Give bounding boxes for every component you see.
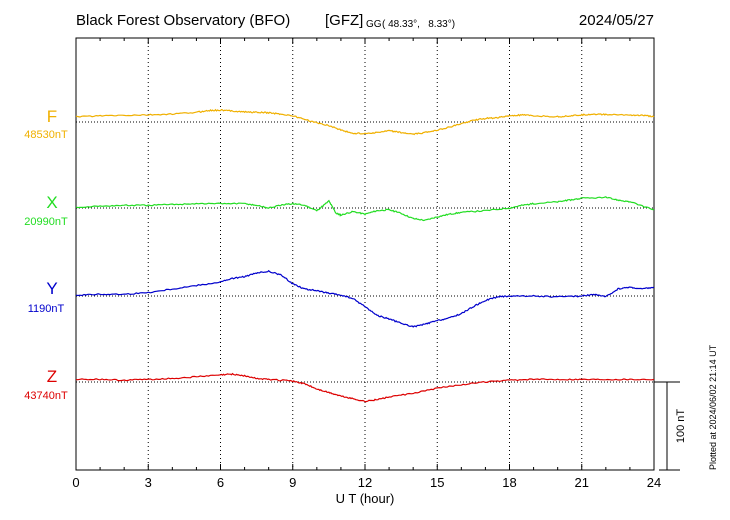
plotted-timestamp: Plotted at 2024/06/02 21:14 UT: [708, 344, 718, 470]
series-line-y: [75, 269, 655, 328]
x-axis-ticks: 0 3 6 9 12 15 18 21 24: [72, 475, 661, 490]
x-tick-label: 21: [575, 475, 589, 490]
x-tick-label: 18: [502, 475, 516, 490]
date-label: 2024/05/27: [579, 12, 654, 29]
series-line-f: [75, 108, 655, 136]
grid: [75, 37, 655, 471]
series-name-f: F: [47, 107, 57, 126]
series-labels: F 48530nT X 20990nT Y 1190nT Z 43740nT: [24, 107, 68, 402]
series-lines: [75, 108, 655, 403]
x-axis-label: U T (hour): [336, 491, 395, 506]
series-line-z: [75, 372, 655, 403]
series-baseline-label-x: 20990nT: [24, 216, 68, 228]
series-name-y: Y: [46, 279, 57, 298]
x-tick-label: 15: [430, 475, 444, 490]
series-name-z: Z: [47, 367, 57, 386]
series-baseline-label-f: 48530nT: [24, 129, 68, 141]
chart-title: Black Forest Observatory (BFO): [76, 12, 290, 29]
x-tick-label: 6: [217, 475, 224, 490]
org-label: [GFZ]: [325, 12, 363, 29]
x-tick-label: 12: [358, 475, 372, 490]
series-line-x: [75, 196, 655, 222]
scale-bar: 100 nT: [654, 381, 687, 471]
x-tick-label: 0: [72, 475, 79, 490]
x-tick-label: 3: [145, 475, 152, 490]
x-tick-label: 24: [647, 475, 661, 490]
coords-prefix: GG: [366, 19, 382, 30]
coords-label: ( 48.33°, 8.33°): [382, 19, 455, 30]
series-baseline-label-z: 43740nT: [24, 390, 68, 402]
scale-bar-label: 100 nT: [675, 409, 687, 444]
x-tick-label: 9: [289, 475, 296, 490]
series-name-x: X: [46, 193, 57, 212]
baselines: [76, 121, 654, 383]
series-baseline-label-y: 1190nT: [28, 303, 65, 315]
